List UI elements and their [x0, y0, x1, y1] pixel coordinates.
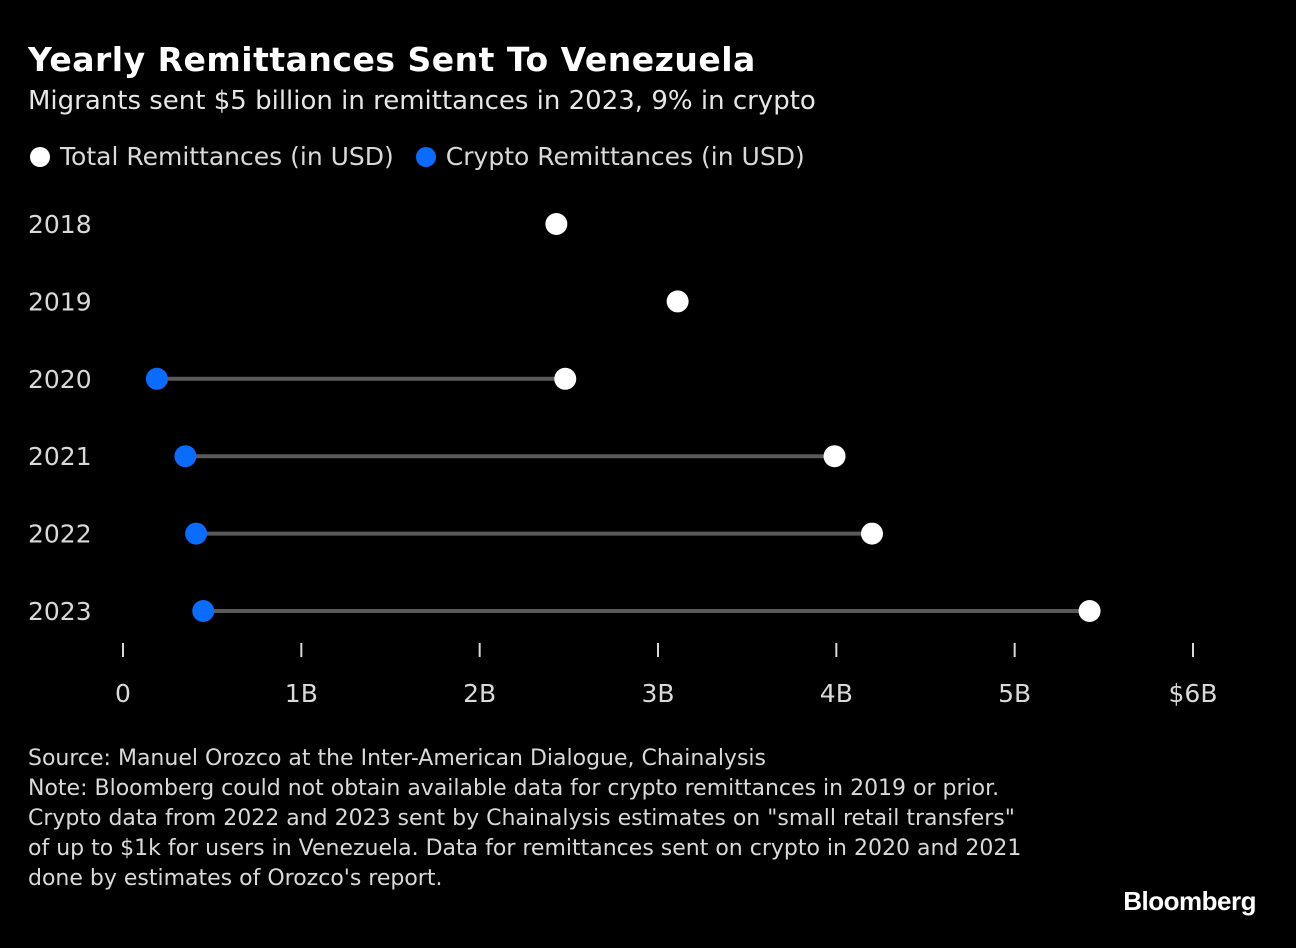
legend-label-crypto: Crypto Remittances (in USD) — [445, 142, 805, 171]
total-point — [1078, 600, 1101, 622]
x-tick-label: 4B — [820, 679, 853, 708]
category-label: 2022 — [28, 520, 92, 549]
category-label: 2019 — [28, 287, 92, 316]
legend-item-total: Total Remittances (in USD) — [30, 142, 394, 171]
category-label: 2021 — [28, 442, 92, 471]
legend-label-total: Total Remittances (in USD) — [60, 142, 394, 171]
crypto-point — [145, 367, 168, 390]
x-tick-label: 2B — [463, 679, 496, 708]
total-point — [545, 213, 568, 235]
crypto-point — [192, 600, 215, 622]
x-tick-label: 1B — [285, 679, 318, 708]
x-tick-label: 5B — [998, 679, 1031, 708]
x-tick-label: 3B — [641, 679, 674, 708]
source-text: Source: Manuel Orozco at the Inter-Ameri… — [28, 746, 766, 771]
bloomberg-logo: Bloomberg — [1123, 886, 1256, 916]
chart-title: Yearly Remittances Sent To Venezuela — [28, 40, 756, 79]
crypto-point — [185, 522, 208, 545]
total-point — [823, 445, 846, 468]
category-label: 2023 — [28, 597, 92, 626]
total-point — [554, 367, 577, 390]
category-label: 2018 — [28, 210, 92, 239]
legend: Total Remittances (in USD) Crypto Remitt… — [30, 142, 805, 171]
x-tick-label: $6B — [1169, 679, 1218, 708]
total-point — [861, 522, 883, 545]
x-tick-label: 0 — [115, 679, 131, 708]
legend-marker-total — [30, 146, 50, 167]
legend-marker-crypto — [415, 146, 436, 167]
crypto-point — [174, 445, 197, 468]
legend-item-crypto: Crypto Remittances (in USD) — [415, 142, 805, 171]
note-text: Note: Bloomberg could not obtain availab… — [28, 776, 1022, 891]
chart-subtitle: Migrants sent $5 billion in remittances … — [28, 86, 816, 116]
category-label: 2020 — [28, 365, 92, 394]
total-point — [666, 290, 689, 313]
footnotes: Source: Manuel Orozco at the Inter-Ameri… — [28, 744, 1028, 894]
